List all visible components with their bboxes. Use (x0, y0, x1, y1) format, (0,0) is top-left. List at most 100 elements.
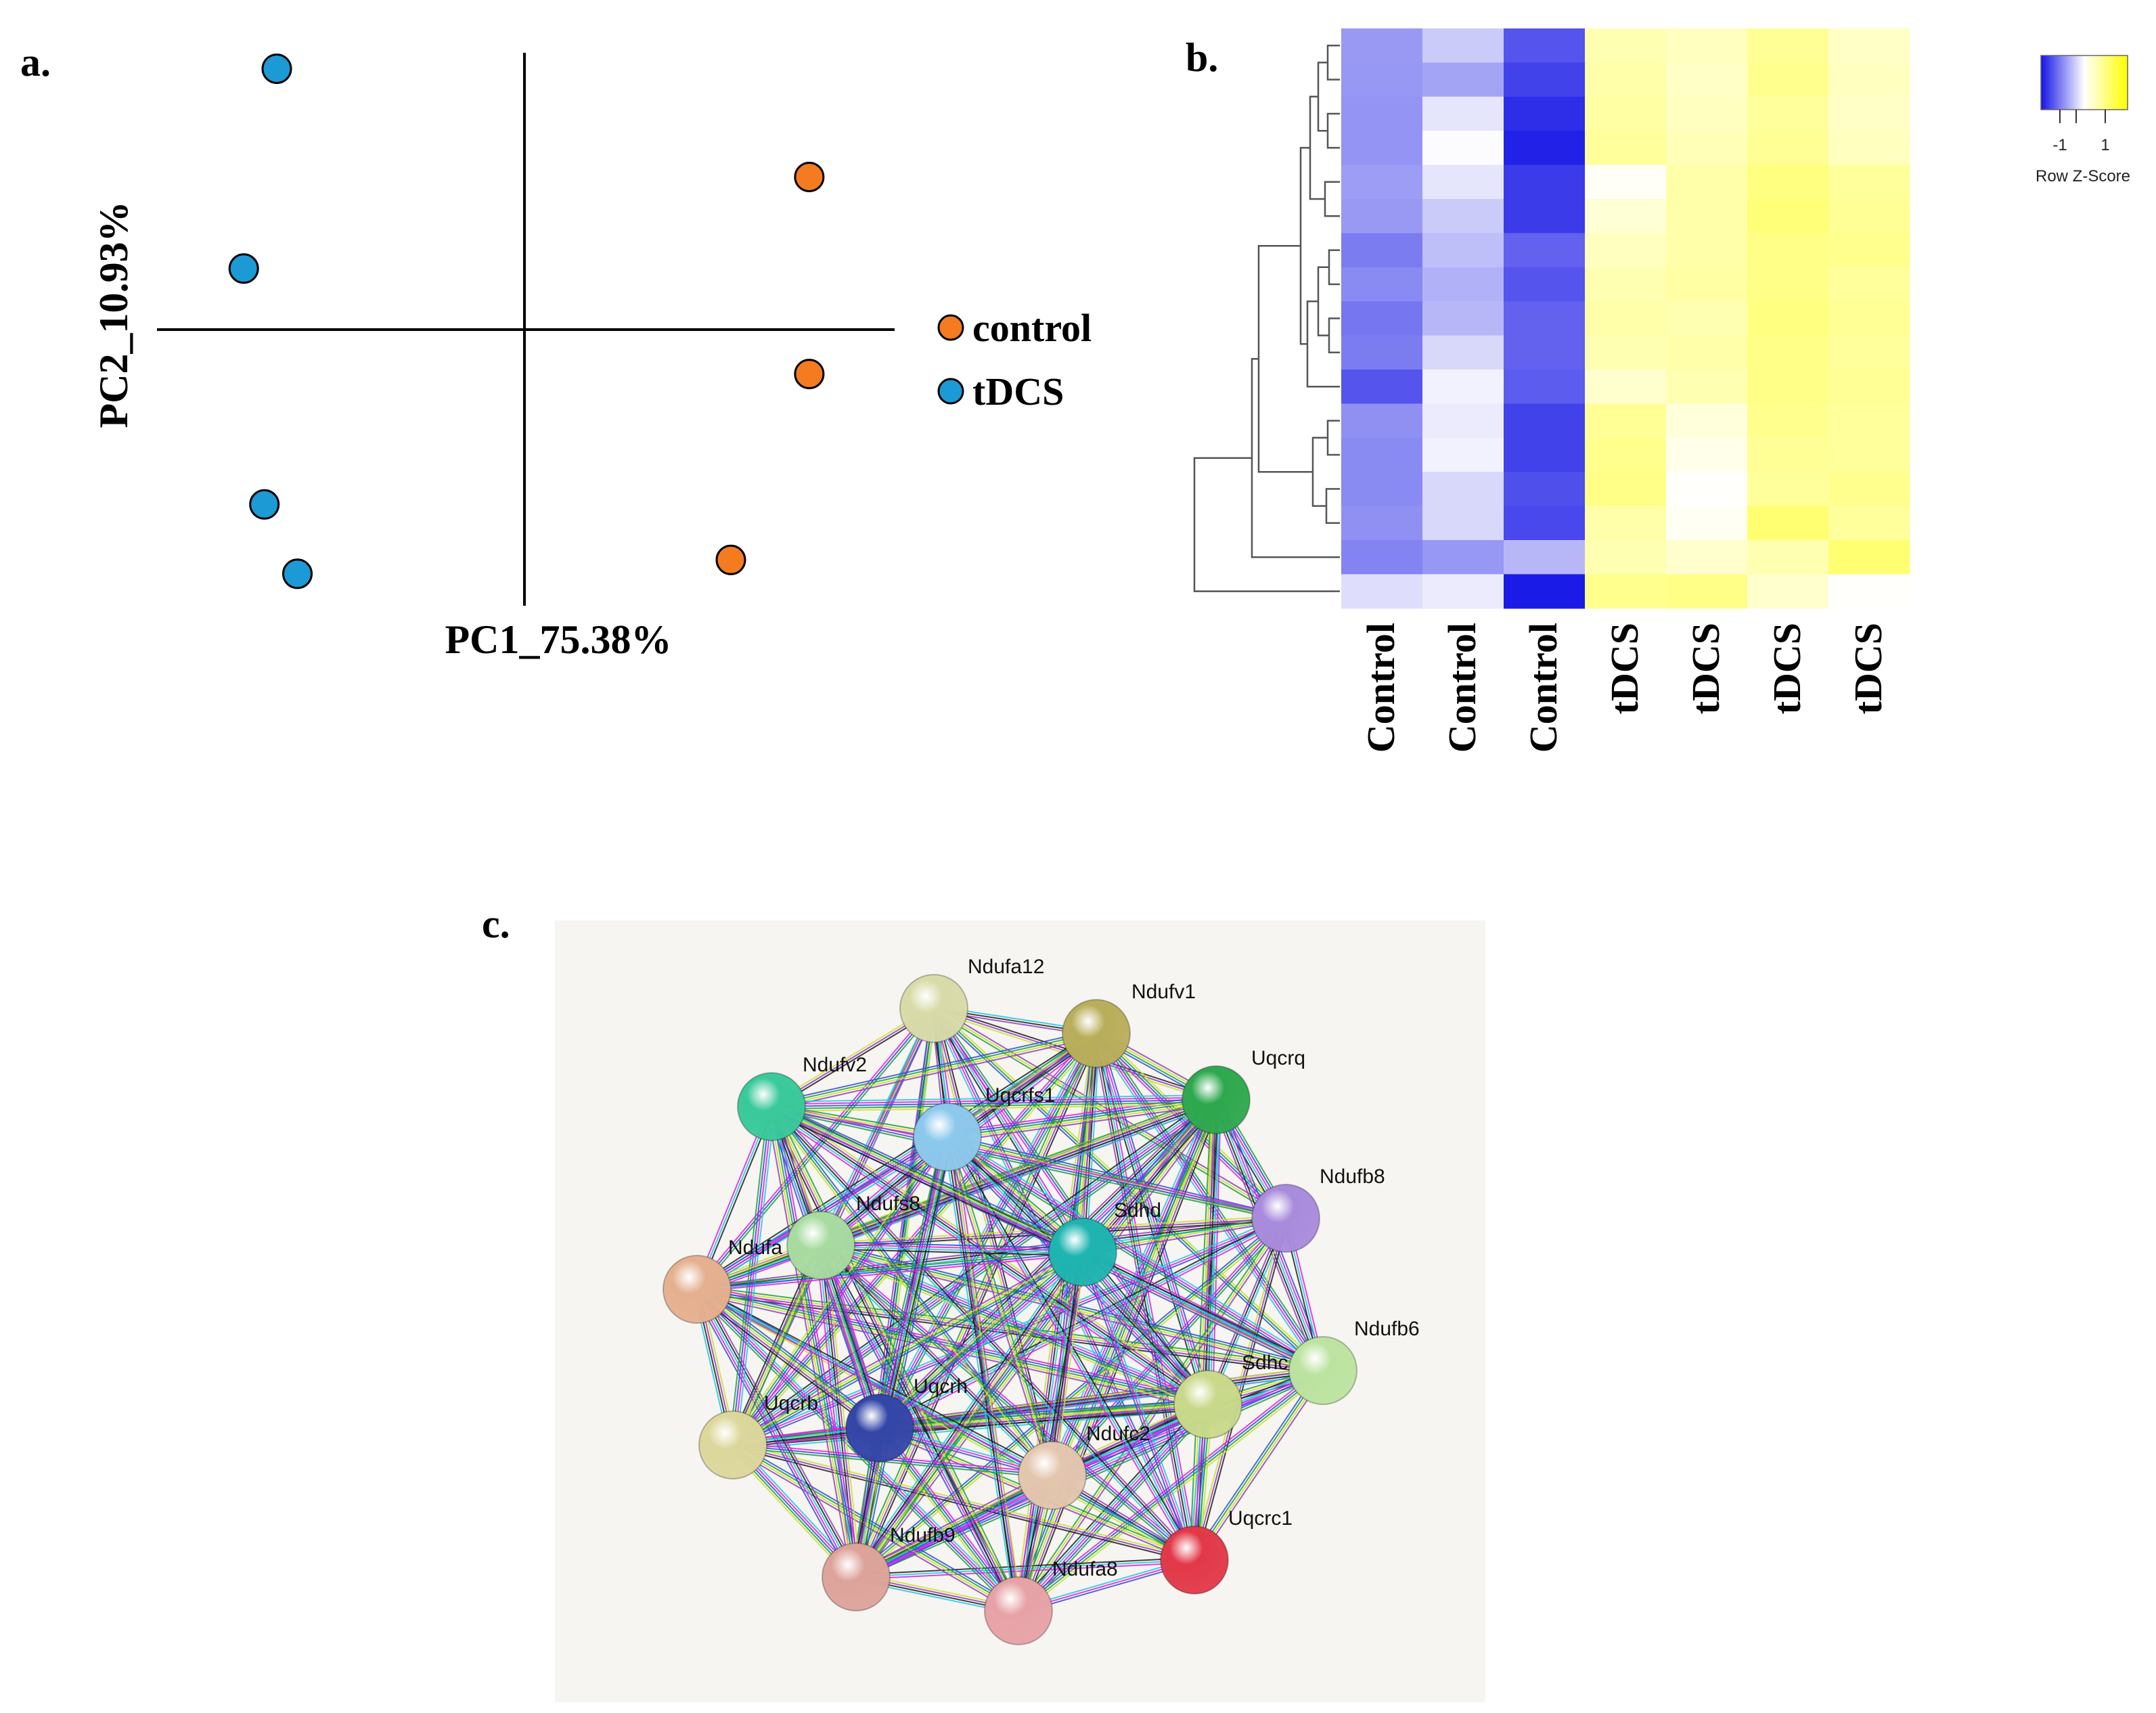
dendrogram-branch-15 (1193, 457, 1340, 592)
network-edge-292 (879, 1404, 1209, 1429)
network-edge-172 (946, 1094, 1216, 1134)
network-edge-444 (769, 1107, 1052, 1477)
network-edge-171 (947, 1096, 1216, 1136)
network-edge-375 (1016, 1251, 1083, 1611)
network-edge-427 (732, 1444, 1053, 1476)
network-edge-297 (696, 1289, 1209, 1405)
heat-cell-r5-c2 (1504, 199, 1586, 233)
network-edge-64 (1099, 1032, 1199, 1560)
heat-cell-r11-c4 (1666, 403, 1748, 439)
network-edge-289 (732, 1399, 1208, 1442)
heat-cell-r7-c2 (1504, 267, 1586, 302)
network-edge-286 (733, 1406, 1209, 1448)
heat-cell-r7-c1 (1422, 267, 1504, 302)
network-edge-176 (771, 1096, 1216, 1105)
network-edge-215 (771, 1106, 1286, 1219)
network-edge-473 (696, 1289, 880, 1429)
dendrogram-branch-7 (1317, 266, 1329, 336)
network-edge-158 (822, 1103, 1218, 1251)
heatmap-column-labels: Control Control Control tDCS tDCS tDCS tDCS (1359, 623, 1890, 753)
row-dendrogram (1193, 44, 1340, 592)
heat-cell-r8-c2 (1504, 301, 1586, 336)
network-edge-435 (818, 1246, 1052, 1478)
heat-cell-r5-c4 (1666, 199, 1748, 233)
network-node-label-sdhc: Sdhc (1242, 1352, 1288, 1374)
heat-cell-r10-c2 (1504, 370, 1586, 404)
network-edge-316 (769, 1108, 1207, 1407)
network-edge-420 (859, 1138, 953, 1578)
network-edge-317 (771, 1106, 1209, 1405)
heat-cell-r11-c1 (1422, 403, 1504, 439)
panel-b-letter: b. (1186, 35, 1218, 80)
heat-cell-r14-c1 (1422, 506, 1504, 541)
heat-cell-r8-c1 (1422, 301, 1504, 336)
network-edge-348 (771, 1106, 1195, 1561)
network-edge-221 (1196, 1372, 1327, 1563)
heat-cell-r6-c6 (1828, 233, 1910, 268)
network-edge-441 (944, 1137, 1051, 1477)
heat-cell-r9-c0 (1341, 335, 1423, 370)
network-edge-526 (770, 1108, 1082, 1255)
network-edge-502 (695, 1134, 947, 1288)
network-edge-151 (877, 1097, 1215, 1427)
network-edge-459 (730, 1248, 1081, 1443)
network-edge-426 (732, 1446, 1052, 1479)
heat-cell-r1-c4 (1666, 62, 1748, 97)
network-panel: c. Ndufa12 Ndufv1 Uqcrq Ndufb8 Ndufb6 Sdhc Uqc… (482, 902, 1485, 1702)
dendrogram-branch-11 (1325, 488, 1340, 525)
network-edge-212 (947, 1136, 1286, 1219)
network-edge-407 (817, 1245, 855, 1578)
heat-cell-r15-c5 (1747, 540, 1829, 575)
network-edge-475 (699, 1285, 883, 1425)
network-node-label-ndufs8: Ndufs8 (856, 1193, 920, 1215)
network-edge-291 (880, 1406, 1209, 1431)
pca-panel: a. PC1_75.38% PC2_10.93% control tDCS (20, 40, 1092, 662)
network-edge-388 (855, 1475, 1053, 1578)
heat-cell-r10-c3 (1585, 370, 1667, 404)
heat-cell-r13-c1 (1422, 472, 1504, 507)
network-node-uqcrq (1182, 1065, 1251, 1134)
network-edge-192 (854, 1216, 1285, 1576)
pc2-axis-label: PC2_10.93% (91, 202, 136, 428)
network-node-label-uqcrq: Uqcrq (1251, 1047, 1305, 1069)
heat-cell-r1-c1 (1422, 62, 1504, 97)
heat-cell-r3-c6 (1828, 131, 1910, 166)
network-edge-245 (696, 1292, 1323, 1375)
heat-cell-r5-c3 (1585, 199, 1667, 233)
network-edge-152 (876, 1096, 1213, 1425)
network-edge-105 (771, 1033, 1097, 1109)
heat-cell-r7-c6 (1828, 267, 1910, 302)
network-edge-257 (945, 1139, 1322, 1375)
network-edge-425 (775, 1105, 861, 1576)
network-edge-168 (947, 1103, 1217, 1142)
network-edge-462 (734, 1254, 1085, 1449)
network-edge-379 (945, 1137, 1018, 1611)
heat-cell-r14-c0 (1341, 506, 1423, 541)
dendrogram-branch-5 (1328, 249, 1340, 286)
heat-cell-r13-c4 (1666, 472, 1748, 507)
heat-cell-r13-c6 (1828, 472, 1910, 507)
network-edge-485 (882, 1255, 1087, 1433)
network-edge-423 (771, 1106, 857, 1578)
legend-label-control: control (972, 306, 1092, 350)
heat-cell-r2-c4 (1666, 96, 1748, 131)
network-edge-86 (878, 1032, 1096, 1428)
heat-column-label-3: tDCS (1602, 623, 1646, 714)
heat-cell-r1-c6 (1828, 62, 1910, 97)
network-edge-191 (855, 1218, 1286, 1578)
network-edge-342 (1082, 1251, 1195, 1561)
dendrogram-branch-3 (1324, 181, 1340, 217)
network-edge-300 (818, 1249, 1207, 1410)
network-edge-185 (1194, 1218, 1286, 1561)
network-edge-456 (731, 1244, 821, 1445)
network-edge-436 (820, 1245, 1053, 1476)
network-edge-529 (773, 1101, 1085, 1249)
network-edge-129 (1020, 1100, 1219, 1612)
network-edge-380 (947, 1136, 1020, 1611)
network-edge-404 (698, 1287, 859, 1576)
network-nodes: Ndufa12 Ndufv1 Uqcrq Ndufb8 Ndufb6 Sdhc Uqcrc1… (662, 956, 1420, 1645)
heat-cell-r16-c0 (1341, 574, 1423, 609)
network-edge-377 (1021, 1252, 1087, 1612)
network-edge-461 (733, 1252, 1084, 1447)
network-edge-527 (771, 1106, 1083, 1253)
